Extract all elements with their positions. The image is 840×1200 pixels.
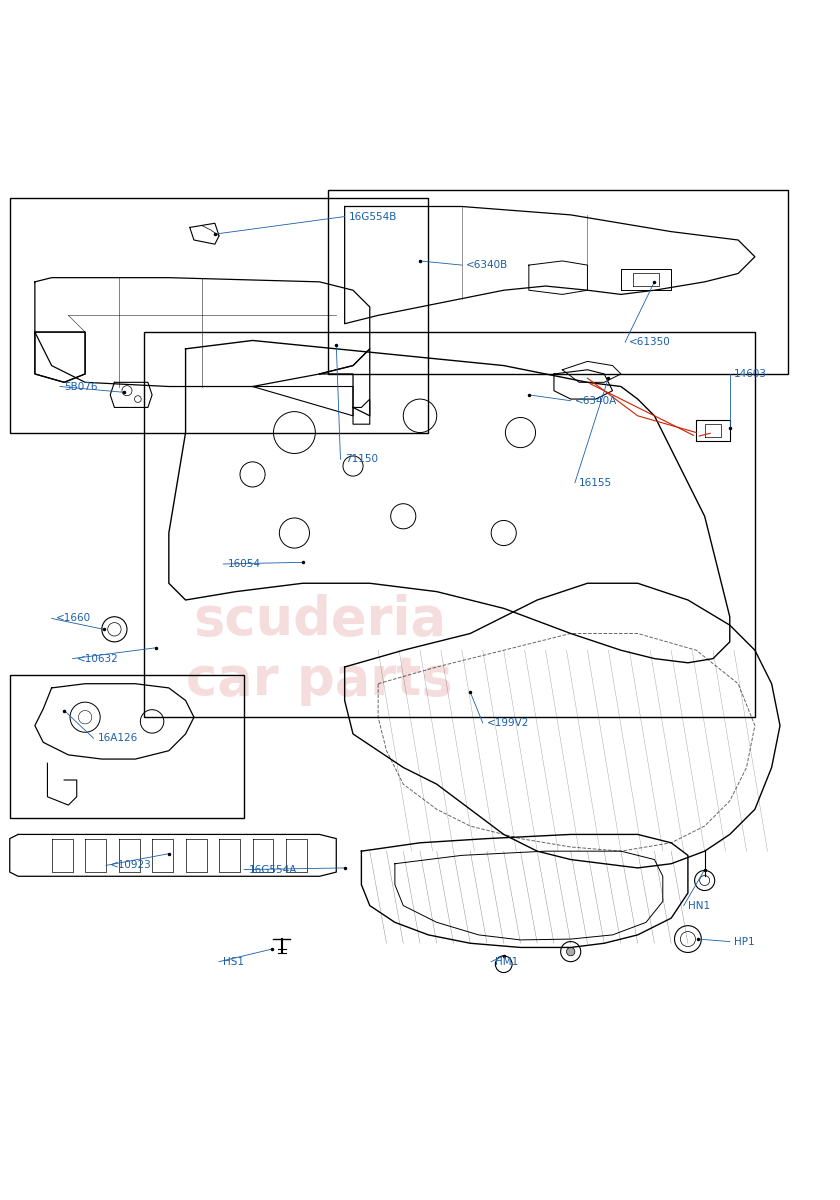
Text: 16G554B: 16G554B (349, 211, 397, 222)
Text: <199V2: <199V2 (487, 718, 529, 728)
Text: 16A126: 16A126 (97, 733, 138, 743)
Circle shape (566, 948, 575, 956)
Text: 14603: 14603 (734, 368, 767, 379)
Text: scuderia
car parts: scuderia car parts (186, 594, 453, 707)
Text: HM1: HM1 (496, 956, 518, 967)
Text: <61350: <61350 (629, 337, 671, 347)
Text: 5B076: 5B076 (64, 382, 97, 391)
Bar (10, 676, 244, 817)
Text: <10632: <10632 (76, 654, 118, 664)
Text: 16G554A: 16G554A (249, 864, 297, 875)
Text: 16054: 16054 (228, 559, 260, 569)
Text: HN1: HN1 (688, 900, 710, 911)
Text: <6340B: <6340B (466, 260, 508, 270)
Text: HS1: HS1 (223, 956, 244, 967)
Bar (10, 198, 428, 432)
Text: <1660: <1660 (55, 613, 91, 624)
Text: <10923: <10923 (110, 860, 152, 870)
Bar (328, 190, 789, 374)
Text: 16155: 16155 (579, 478, 612, 487)
Text: HP1: HP1 (734, 936, 754, 947)
Text: <6340A: <6340A (575, 396, 617, 406)
Text: 71150: 71150 (344, 455, 378, 464)
Bar (144, 332, 755, 718)
